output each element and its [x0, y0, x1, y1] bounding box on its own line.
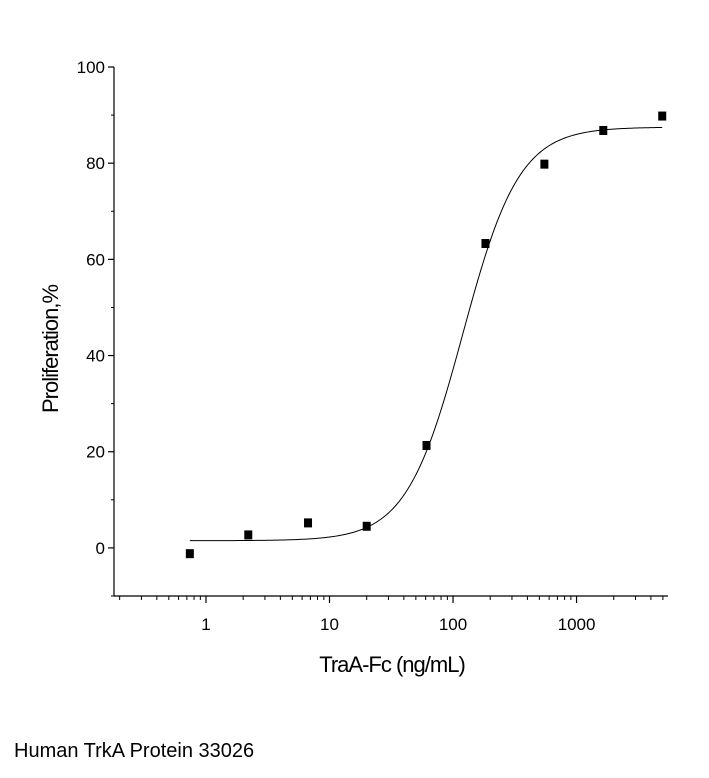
- x-tick-label: 1000: [558, 615, 596, 634]
- data-point: [362, 521, 371, 531]
- data-point: [540, 159, 549, 169]
- data-point: [481, 238, 490, 248]
- y-tick-label: 60: [86, 250, 105, 269]
- x-axis-title: TraA-Fc (ng/mL): [319, 652, 465, 677]
- data-point: [185, 549, 194, 559]
- y-axis-title: Proliferation,%: [38, 285, 63, 414]
- x-tick-label: 10: [320, 615, 339, 634]
- fit-curve-layer: [189, 126, 663, 542]
- data-point: [244, 530, 253, 540]
- x-tick-label: 100: [439, 615, 467, 634]
- data-point: [599, 125, 608, 135]
- y-tick-label: 40: [86, 347, 105, 366]
- data-points-layer: [185, 111, 667, 559]
- data-point: [422, 440, 431, 450]
- y-tick-label: 100: [77, 58, 105, 77]
- y-tick-label: 80: [86, 154, 105, 173]
- fit-curve: [189, 126, 663, 542]
- data-point: [304, 518, 313, 528]
- y-tick-label: 20: [86, 443, 105, 462]
- figure-caption: Human TrkA Protein 33026: [14, 740, 255, 762]
- y-tick-label: 0: [96, 539, 105, 558]
- axes: 0 20 40 60 80 100 1 10 100 1000: [77, 58, 668, 634]
- x-tick-label: 1: [201, 615, 210, 634]
- data-point: [658, 111, 667, 121]
